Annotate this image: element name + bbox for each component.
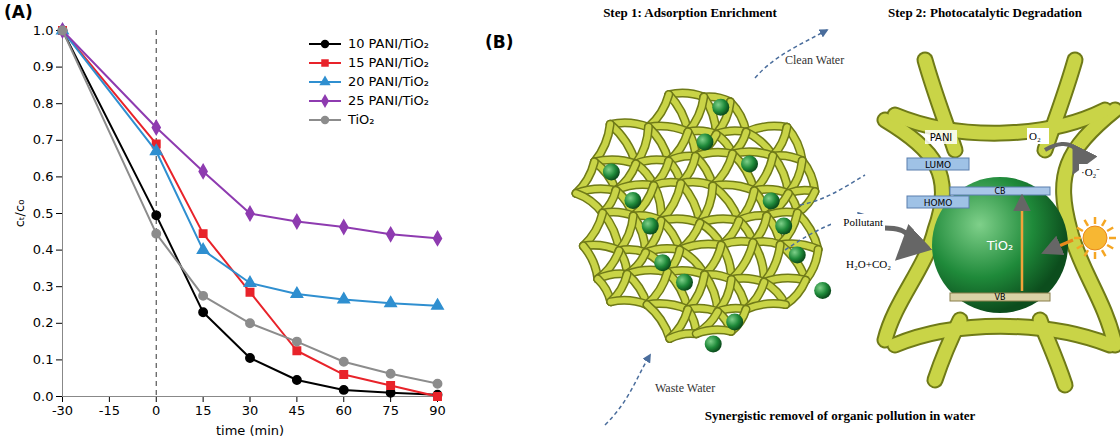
svg-text:0.5: 0.5 <box>33 206 54 221</box>
svg-text:45: 45 <box>289 403 306 418</box>
svg-text:1.0: 1.0 <box>33 23 54 38</box>
svg-text:0.2: 0.2 <box>33 315 54 330</box>
svg-text:0.7: 0.7 <box>33 132 54 147</box>
svg-text:30: 30 <box>242 403 259 418</box>
svg-text:0.0: 0.0 <box>33 389 54 404</box>
svg-text:Pollutant: Pollutant <box>843 216 883 228</box>
html-text:TiO₂: TiO₂ <box>347 112 375 127</box>
svg-text:HOMO: HOMO <box>924 198 953 208</box>
html-text:15 PANI/TiO₂: 15 PANI/TiO₂ <box>347 55 429 70</box>
svg-text:90: 90 <box>429 403 446 418</box>
svg-text:cₜ/c₀: cₜ/c₀ <box>12 200 27 228</box>
svg-text:0.6: 0.6 <box>33 169 54 184</box>
svg-text:TiO₂: TiO₂ <box>986 238 1014 253</box>
svg-text:O₂: O₂ <box>1029 130 1041 142</box>
svg-text:VB: VB <box>995 293 1006 302</box>
svg-text:time (min): time (min) <box>216 423 284 438</box>
svg-text:15: 15 <box>195 403 212 418</box>
svg-text:75: 75 <box>382 403 399 418</box>
html-text:10 PANI/TiO₂: 10 PANI/TiO₂ <box>347 36 429 51</box>
html-text:20 PANI/TiO₂: 20 PANI/TiO₂ <box>347 74 429 89</box>
svg-text:Waste Water: Waste Water <box>655 381 715 395</box>
svg-text:(B): (B) <box>485 32 514 52</box>
svg-text:Step 1: Adsorption Enrichment: Step 1: Adsorption Enrichment <box>603 5 777 20</box>
svg-text:0.8: 0.8 <box>33 96 54 111</box>
svg-text:0: 0 <box>152 403 160 418</box>
svg-text:Clean Water: Clean Water <box>785 53 844 67</box>
svg-text:0.9: 0.9 <box>33 59 54 74</box>
svg-text:Synergistic removel of organic: Synergistic removel of organic pollution… <box>705 408 976 423</box>
svg-text:Step 2: Photocatalytic Degrada: Step 2: Photocatalytic Degradation <box>888 5 1083 20</box>
html-text:(A): (A) <box>4 2 33 22</box>
html-text:25 PANI/TiO₂: 25 PANI/TiO₂ <box>347 93 429 108</box>
svg-text:PANI: PANI <box>930 132 953 143</box>
svg-text:0.1: 0.1 <box>33 352 54 367</box>
svg-text:LUMO: LUMO <box>925 160 951 170</box>
svg-text:·O₂⁻: ·O₂⁻ <box>1081 166 1100 178</box>
svg-text:60: 60 <box>335 403 352 418</box>
svg-text:H₂O+CO₂: H₂O+CO₂ <box>846 258 891 270</box>
svg-text:CB: CB <box>994 187 1005 196</box>
svg-text:0.3: 0.3 <box>33 279 54 294</box>
svg-text:-30: -30 <box>52 403 73 418</box>
svg-text:-15: -15 <box>99 403 120 418</box>
svg-text:0.4: 0.4 <box>33 242 54 257</box>
